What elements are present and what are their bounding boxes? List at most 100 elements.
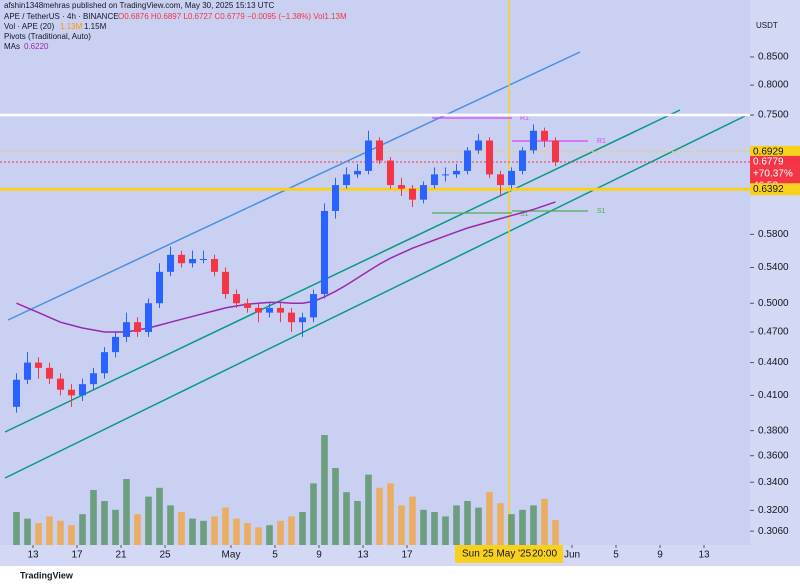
candle-body [276,307,285,313]
candle-body [540,130,549,141]
volume-bar [299,512,306,545]
candle-body [529,130,538,151]
x-tick-label: 13 [27,550,39,561]
change: +70.37% [753,169,793,180]
candle-body [45,367,54,379]
candle-body [485,140,494,175]
volume-bar [464,501,471,545]
vol-value: 1.13M [60,22,83,31]
volume-bar [541,498,548,545]
volume-bar [90,490,97,545]
volume-bar [332,468,339,545]
candle-body [34,362,43,368]
crosshair-time: 20:00 [532,549,557,560]
x-tick-label: 17 [401,550,413,561]
volume-bar [486,492,493,545]
time-axis [0,545,750,566]
candle-body [188,259,197,264]
x-tick-label: Jun [564,550,580,561]
price-label: 0.6392 [753,184,784,195]
candle-body [243,303,252,308]
y-tick-label: 0.4700 [758,327,789,338]
candle-body [397,185,406,189]
x-tick-label: 21 [115,550,127,561]
ma-name: MAs [4,42,20,51]
price-label: 0.6779 [753,157,784,168]
x-tick-label: 17 [71,550,83,561]
y-tick-label: 0.5400 [758,262,789,273]
crosshair-date-box [455,545,563,563]
candle-body [474,140,483,151]
volume-bar [552,520,559,545]
candle-body [287,312,296,323]
volume-bar [420,509,427,545]
volume-bar [530,505,537,545]
plot-background [0,0,750,545]
volume-bar [211,516,218,545]
volume-bar [255,527,262,545]
moving-average [16,201,556,333]
drawings: R1 R1 S1 S1 [4,0,746,545]
candle-body [331,185,340,211]
volume-bar [277,520,284,545]
candle-body [463,150,472,171]
volume-bar [13,512,20,545]
x-tick-label: 9 [657,550,663,561]
candle-body [375,140,384,161]
candle-body [386,160,395,186]
candle-body [78,384,87,396]
volume-bar [508,514,515,545]
y-tick-label: 0.8500 [758,52,789,63]
candle-body [518,150,527,171]
price-label-box [750,155,800,168]
candle-body [320,210,329,295]
vol-ma: 1.15M [84,22,107,31]
candle-body [353,170,362,175]
volume-bar [244,523,251,545]
volume-bar [266,525,273,545]
y-tick-label: 0.3400 [758,477,789,488]
candle-body [12,379,21,407]
candle-body [166,254,175,272]
y-tick-label: 0.5000 [758,298,789,309]
y-tick-label: 0.3060 [758,526,789,537]
x-tick-label: 25 [159,550,171,561]
volume-bar [310,483,317,545]
volume-bar [354,501,361,545]
crosshair-date: Sun 25 May '25 [462,549,532,560]
volume-bar [35,523,42,545]
channel-line [7,51,581,321]
candle-body [133,322,142,332]
pivot-label: S1 [597,208,606,215]
pivot-label: R1 [520,115,529,122]
volume-bar [222,507,229,545]
volume-bar [123,479,130,545]
candle-body [342,174,351,186]
volume-bar [189,518,196,545]
candle-body [496,174,505,186]
volume-bar [46,516,53,545]
candle-body [254,307,263,313]
y-tick-label: 0.8000 [758,80,789,91]
volume-bar [519,509,526,545]
volume-bar [79,514,86,545]
x-tick-label: 5 [272,550,278,561]
candle-body [441,174,450,176]
y-tick-label: 0.7500 [758,110,789,121]
volume-bar [112,509,119,545]
volume-bar [442,516,449,545]
ma-value: 0.6220 [24,42,49,51]
candle-body [309,294,318,318]
candle-body [144,303,153,332]
volume-bar [167,505,174,545]
volume-bar [453,505,460,545]
candle-body [67,389,76,396]
vol-name: Vol · APE (20) [4,22,55,31]
volume-bar [233,518,240,545]
volume-bar [156,487,163,545]
pivot-label: S1 [520,211,529,218]
candle-body [122,322,131,337]
x-tick-label: 5 [613,550,619,561]
candle-body [430,174,439,186]
